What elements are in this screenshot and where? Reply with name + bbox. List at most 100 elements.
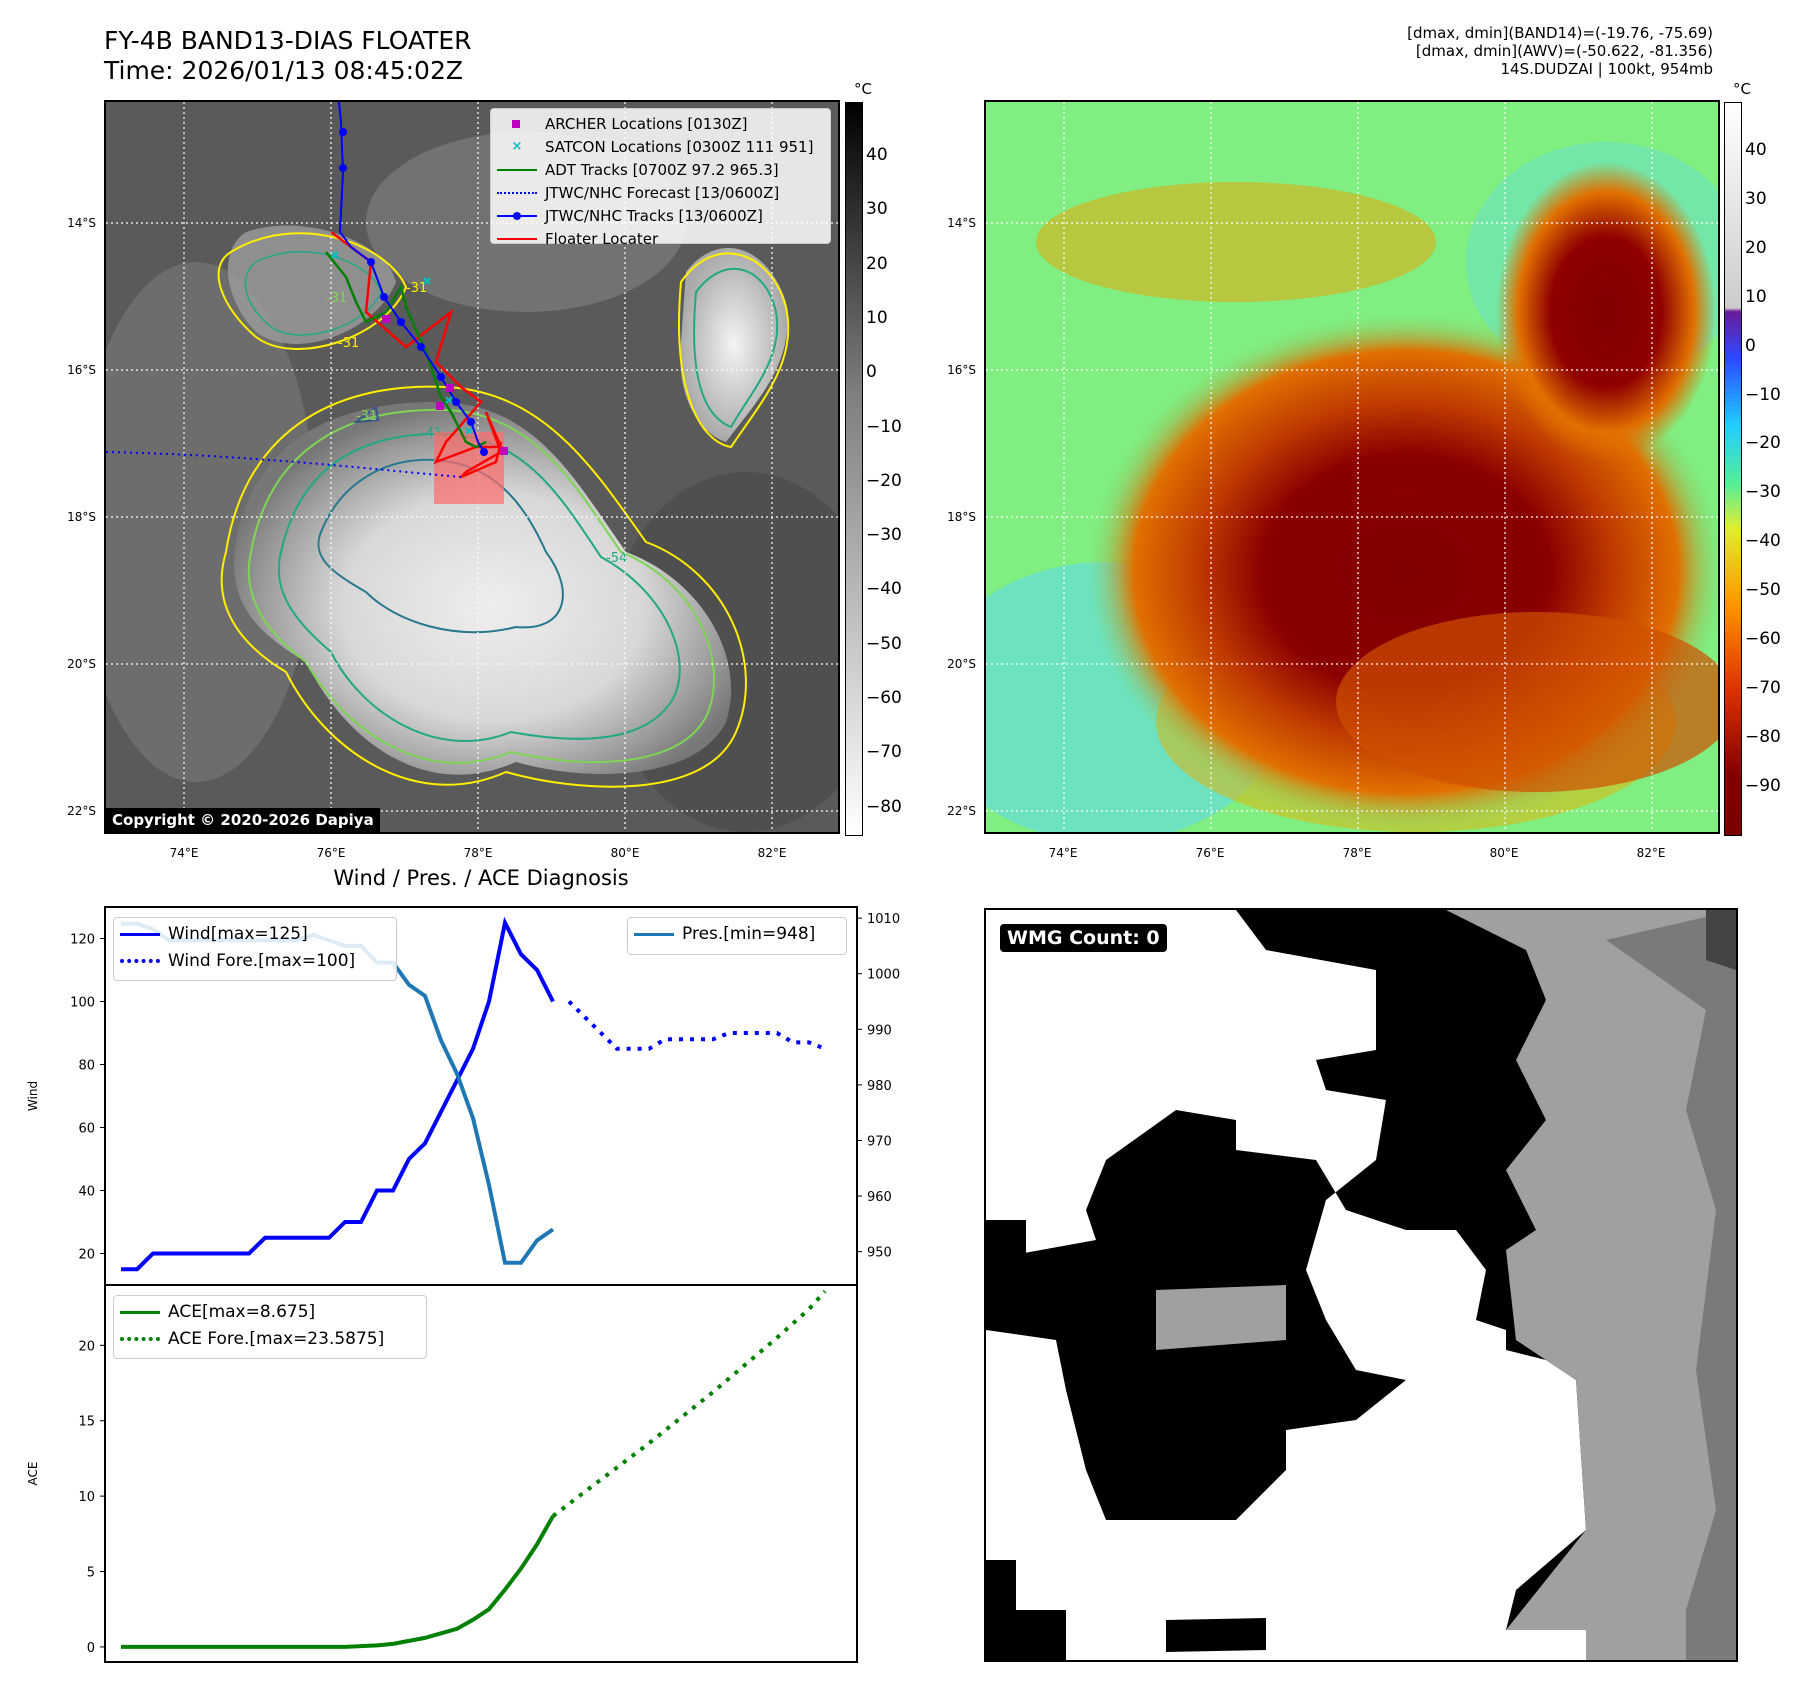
lat-label: 22°S	[67, 804, 96, 818]
lon-label: 82°E	[757, 846, 787, 860]
ace-legend: ACE[max=8.675] ACE Fore.[max=23.5875]	[113, 1295, 427, 1359]
colorbar-tick-label: −50	[866, 633, 902, 654]
legend-satcon: × SATCON Locations [0300Z 111 951]	[491, 135, 830, 158]
dotted-line-icon	[120, 954, 160, 968]
lon-label: 74°E	[1048, 846, 1078, 860]
legend-adt: ADT Tracks [0700Z 97.2 965.3]	[491, 158, 830, 181]
y-tick-label: 20	[78, 1339, 95, 1354]
plot-frame	[104, 1284, 858, 1663]
y2-tick-label: 990	[867, 1023, 892, 1038]
colorbar-tick-label: −50	[1745, 580, 1781, 601]
legend-wind: Wind[max=125]	[114, 920, 396, 947]
lat-label: 16°S	[67, 363, 96, 377]
colorbar-tick-label: 40	[1745, 140, 1767, 160]
color-map-svg	[986, 102, 1718, 832]
map-gridlines	[986, 102, 1718, 832]
colorbar-tick-label: 0	[866, 362, 877, 383]
legend-label: JTWC/NHC Tracks [13/0600Z]	[545, 206, 763, 225]
y-tick-label: 60	[78, 1122, 95, 1137]
colorbar-tick-label: −60	[1745, 629, 1781, 649]
y2-tick-label: 960	[867, 1190, 892, 1205]
colorbar-tick-label: 30	[866, 199, 888, 220]
adt-track	[325, 251, 487, 449]
storm-cloud-mass	[234, 402, 732, 775]
archer-square-icon	[497, 117, 537, 131]
colorbar-unit: °C	[1733, 80, 1751, 98]
wmg-count-badge: WMG Count: 0	[1000, 924, 1167, 952]
lon-label: 74°E	[169, 846, 199, 860]
colorbar-tick-label: −60	[866, 688, 902, 708]
lon-label: 78°E	[463, 846, 493, 860]
legend-label: ARCHER Locations [0130Z]	[545, 114, 748, 133]
secondary-cloud	[680, 248, 788, 442]
main-title: FY-4B BAND13-DIAS FLOATER Time: 2026/01/…	[104, 26, 472, 86]
series-line	[551, 1289, 827, 1518]
legend-label: Wind[max=125]	[168, 923, 308, 944]
y-tick-label: 100	[70, 996, 95, 1011]
y-tick-label: 0	[87, 1641, 95, 1656]
colorbar-tick-label: 40	[866, 145, 888, 165]
y-tick-label: 10	[78, 1490, 95, 1505]
copyright-badge: Copyright © 2020-2026 Dapiya	[106, 808, 380, 832]
floater-track	[330, 231, 503, 479]
series-line	[121, 1515, 555, 1649]
legend-pres: Pres.[min=948]	[628, 920, 846, 947]
legend-label: Wind Fore.[max=100]	[168, 950, 356, 971]
lat-label: 18°S	[67, 510, 96, 524]
legend-label: ACE[max=8.675]	[168, 1301, 316, 1322]
contour-label: -31	[338, 336, 359, 351]
legend-jtwc: JTWC/NHC Tracks [13/0600Z]	[491, 204, 830, 227]
wind-legend: Wind[max=125] Wind Fore.[max=100]	[113, 917, 397, 981]
legend-label: Floater Locater	[545, 229, 659, 248]
contour-label: -31	[406, 281, 427, 296]
color-colorbar	[1724, 102, 1742, 836]
colorbar-tick-label: −10	[866, 416, 902, 437]
colorbar-tick-label: 10	[866, 307, 888, 328]
y-axis-label: Wind	[26, 1081, 40, 1111]
ace-chart: 0 5 10 15 20 ACE	[26, 1284, 858, 1663]
colorbar-tick-label: −40	[1745, 531, 1781, 552]
lon-label: 80°E	[610, 846, 640, 860]
colorbar-tick-label: 0	[1745, 335, 1756, 356]
legend-wind-fore: Wind Fore.[max=100]	[114, 947, 396, 974]
colorbar-tick-label: −30	[866, 525, 902, 546]
awv-range: [dmax, dmin](AWV)=(-50.622, -81.356)	[1415, 42, 1713, 60]
lat-label: 14°S	[947, 216, 976, 230]
title-line-2: Time: 2026/01/13 08:45:02Z	[104, 56, 463, 85]
legend-label: ADT Tracks [0700Z 97.2 965.3]	[545, 160, 779, 179]
colorbar-tick-label: 20	[1745, 237, 1767, 258]
lat-label: 20°S	[67, 657, 96, 671]
lat-label: 22°S	[947, 804, 976, 818]
colorbar-tick-label: −80	[1745, 726, 1781, 747]
series-line	[567, 1000, 826, 1051]
lon-label: 82°E	[1636, 846, 1666, 860]
lat-label: 16°S	[947, 363, 976, 377]
lat-label: 14°S	[67, 216, 96, 230]
diagnosis-chart: 2040608010012095096097098099010001010Pre…	[26, 906, 900, 1663]
map-legend: ARCHER Locations [0130Z] × SATCON Locati…	[490, 108, 831, 248]
y-tick-label: 20	[78, 1248, 95, 1263]
wmg-gray-region	[1446, 910, 1736, 1660]
secondary-core	[1496, 162, 1716, 462]
y2-tick-label: 1000	[867, 968, 900, 983]
legend-archer: ARCHER Locations [0130Z]	[491, 112, 830, 135]
title-line-1: FY-4B BAND13-DIAS FLOATER	[104, 26, 472, 55]
legend-label: SATCON Locations [0300Z 111 951]	[545, 137, 814, 156]
legend-floater: Floater Locater	[491, 227, 830, 250]
y2-tick-label: 950	[867, 1246, 892, 1261]
colorbar-tick-label: −30	[1745, 482, 1781, 503]
contour-31	[220, 385, 747, 788]
diagnosis-title: Wind / Pres. / ACE Diagnosis	[333, 866, 629, 890]
y-tick-label: 5	[87, 1566, 95, 1581]
legend-forecast: JTWC/NHC Forecast [13/0600Z]	[491, 181, 830, 204]
dotted-line-icon	[120, 1332, 160, 1346]
y2-tick-label: 970	[867, 1134, 892, 1149]
y-tick-label: 80	[78, 1059, 95, 1074]
line-icon	[120, 927, 160, 941]
colorbar-tick-label: −20	[1745, 433, 1781, 454]
line-icon	[120, 1305, 160, 1319]
band14-range: [dmax, dmin](BAND14)=(-19.76, -75.69)	[1407, 24, 1713, 42]
contour-label: -31	[356, 409, 377, 424]
y2-tick-label: 1010	[867, 912, 900, 927]
dotted-line-icon	[497, 186, 537, 200]
